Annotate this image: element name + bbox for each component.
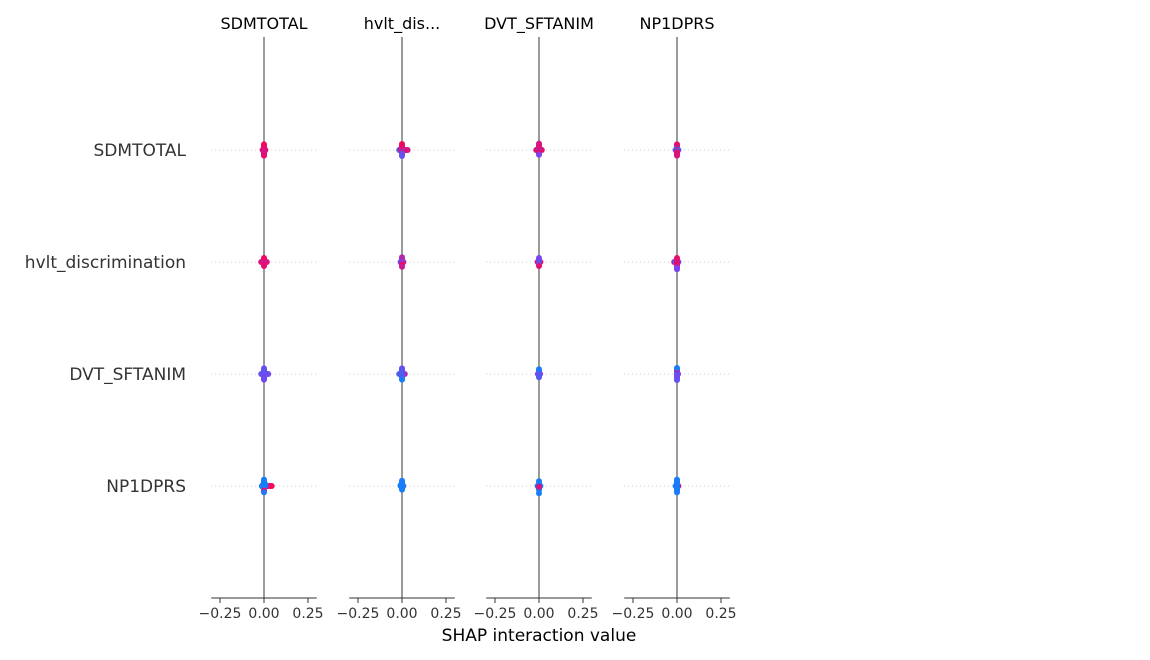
data-point: [536, 478, 542, 485]
data-point: [674, 365, 680, 371]
data-point: [261, 152, 267, 159]
data-point: [536, 263, 542, 269]
data-point: [261, 476, 267, 483]
data-points: [258, 140, 682, 497]
x-tick-label: 0.00: [248, 606, 279, 622]
row-label: SDMTOTAL: [94, 141, 187, 161]
x-tick-label: 0.00: [386, 606, 417, 622]
x-tick-label: 0.25: [430, 606, 461, 622]
data-point: [536, 140, 542, 147]
x-tick-label: −0.25: [474, 606, 517, 622]
data-point: [261, 263, 267, 269]
data-point: [261, 255, 267, 261]
x-tick-label: 0.25: [567, 606, 598, 622]
column-title: SDMTOTAL: [220, 14, 307, 33]
data-point: [399, 141, 405, 147]
row-label: DVT_SFTANIM: [69, 365, 186, 385]
data-point: [399, 477, 405, 484]
column-title: hvlt_dis...: [364, 14, 441, 34]
x-tick-label: −0.25: [337, 606, 380, 622]
data-point: [674, 266, 680, 273]
data-point: [261, 376, 267, 383]
data-point: [536, 255, 542, 261]
x-axis-title: SHAP interaction value: [442, 626, 637, 646]
x-tick-label: 0.25: [705, 606, 736, 622]
x-tick-label: −0.25: [199, 606, 242, 622]
row-guides: [211, 149, 730, 487]
x-tick-label: 0.00: [523, 606, 554, 622]
data-point: [536, 151, 542, 158]
row-label: NP1DPRS: [106, 477, 186, 497]
data-point: [674, 377, 680, 383]
labels: SDMTOTAL hvlt_dis... DVT_SFTANIM NP1DPRS SDM…: [25, 14, 715, 497]
column-title: DVT_SFTANIM: [484, 14, 594, 34]
x-tick-label: 0.25: [292, 606, 323, 622]
column-title: NP1DPRS: [639, 14, 714, 33]
data-point: [674, 255, 680, 261]
data-point: [261, 141, 267, 148]
zero-lines: [263, 37, 678, 598]
data-point: [536, 483, 542, 490]
data-point: [399, 263, 405, 270]
data-point: [261, 489, 267, 496]
x-tick-label: −0.25: [612, 606, 655, 622]
data-point: [674, 141, 680, 148]
data-point: [536, 366, 542, 373]
data-point: [261, 365, 267, 372]
x-axes: −0.25 0.00 0.25 −0.25 0.00 0.25 −0.25 0.00 0.25−…: [199, 597, 737, 622]
data-point: [399, 365, 405, 372]
data-point: [399, 486, 405, 493]
x-tick-label: 0.00: [661, 606, 692, 622]
data-point: [268, 483, 275, 489]
data-point: [674, 152, 680, 159]
data-point: [674, 476, 680, 483]
data-point: [399, 153, 405, 159]
data-point: [399, 254, 405, 261]
row-label: hvlt_discrimination: [25, 253, 186, 273]
data-point: [536, 374, 542, 381]
data-point: [399, 376, 405, 383]
data-point: [536, 490, 542, 497]
data-point: [674, 489, 680, 496]
